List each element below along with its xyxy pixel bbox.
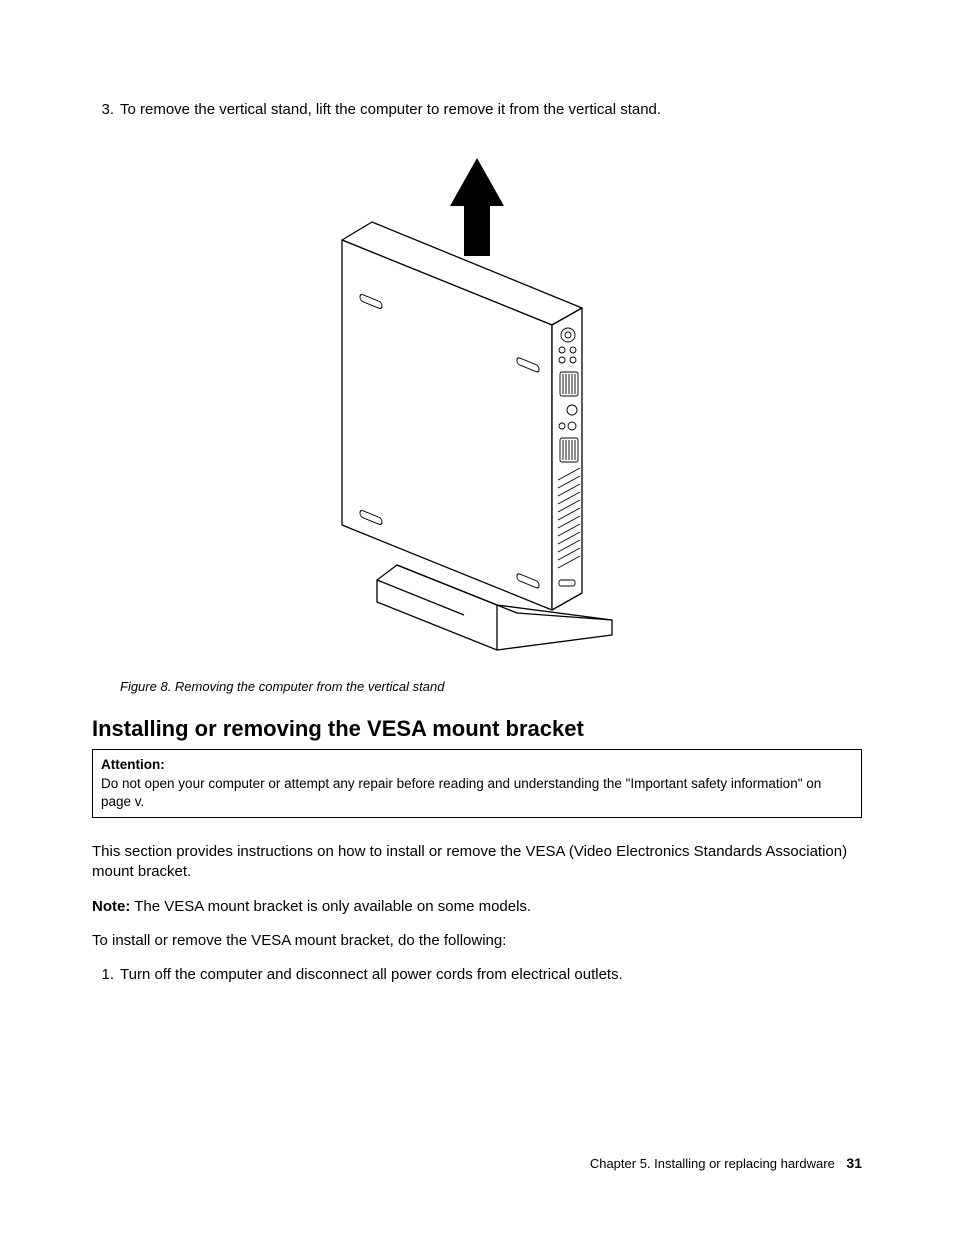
note-text: The VESA mount bracket is only available… [130, 898, 531, 915]
numbered-step-1: 1. Turn off the computer and disconnect … [92, 965, 862, 985]
attention-box: Attention: Do not open your computer or … [92, 749, 862, 818]
intro-paragraph: This section provides instructions on ho… [92, 842, 862, 883]
note-label: Note: [92, 898, 130, 915]
step-number: 3. [92, 100, 120, 120]
page-footer: Chapter 5. Installing or replacing hardw… [590, 1154, 862, 1173]
numbered-step-3: 3. To remove the vertical stand, lift th… [92, 100, 862, 120]
step-text: Turn off the computer and disconnect all… [120, 965, 862, 985]
step-text: To remove the vertical stand, lift the c… [120, 100, 862, 120]
attention-label: Attention: [101, 757, 165, 772]
computer-stand-illustration [282, 150, 672, 660]
step-number: 1. [92, 965, 120, 985]
page-number: 31 [846, 1155, 862, 1171]
section-heading: Installing or removing the VESA mount br… [92, 714, 862, 744]
figure-caption: Figure 8. Removing the computer from the… [120, 678, 862, 696]
lead-in-paragraph: To install or remove the VESA mount brac… [92, 931, 862, 951]
chapter-label: Chapter 5. Installing or replacing hardw… [590, 1156, 835, 1171]
figure-container [92, 150, 862, 660]
attention-text: Do not open your computer or attempt any… [101, 776, 821, 809]
note-paragraph: Note: The VESA mount bracket is only ava… [92, 897, 862, 917]
